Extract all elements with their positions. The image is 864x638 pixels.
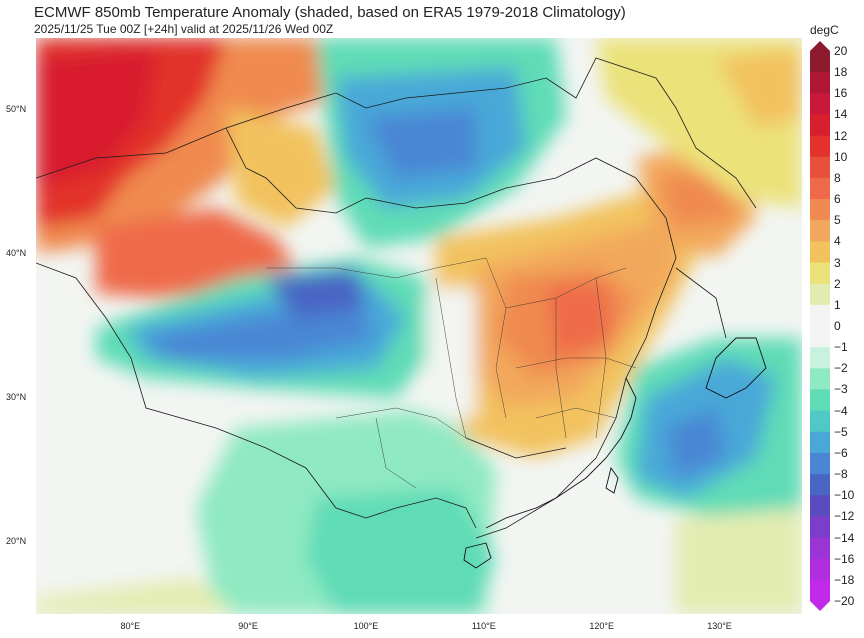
colorbar-segment (810, 220, 830, 242)
valid-time-subtitle: 2025/11/25 Tue 00Z [+24h] valid at 2025/… (34, 22, 334, 36)
colorbar-tick-label: 18 (834, 65, 848, 80)
colorbar-segment (810, 537, 830, 560)
colorbar-tick-label: 12 (834, 128, 848, 143)
lat-label-30: 30°N (6, 392, 27, 402)
colorbar-tick-label: −5 (834, 424, 848, 439)
lon-label-100: 100°E (353, 621, 379, 631)
colorbar-segment (810, 368, 830, 390)
colorbar-segment (810, 304, 830, 327)
colorbar-segment (810, 114, 830, 137)
colorbar-tick-label: 14 (834, 107, 848, 122)
lat-label-50: 50°N (6, 104, 27, 114)
temperature-anomaly-map (36, 38, 802, 614)
colorbar (810, 41, 830, 611)
colorbar-segment (810, 326, 830, 348)
colorbar-tick-label: −12 (834, 509, 855, 524)
colorbar-segment (810, 410, 830, 433)
colorbar-segment (810, 579, 830, 602)
colorbar-segment (810, 389, 830, 412)
colorbar-tick-label: 10 (834, 149, 848, 164)
colorbar-segment (810, 347, 830, 369)
colorbar-segment (810, 474, 830, 496)
colorbar-top-extend (810, 41, 830, 51)
colorbar-segment (810, 72, 830, 94)
colorbar-tick-label: −10 (834, 488, 855, 503)
colorbar-segment (810, 262, 830, 285)
colorbar-tick-label: 6 (834, 192, 841, 207)
coastline (463, 337, 767, 569)
colorbar-tick-label: 0 (834, 319, 841, 333)
colorbar-tick-label: 3 (834, 255, 841, 270)
colorbar-segment (810, 283, 830, 306)
lat-label-40: 40°N (6, 248, 27, 258)
colorbar-tick-label: −20 (834, 594, 855, 608)
colorbar-tick-label: 4 (834, 234, 841, 249)
colorbar-segment (810, 51, 830, 73)
anomaly-field-svg (36, 38, 802, 614)
lon-label-120: 120°E (589, 621, 614, 631)
colorbar-tick-label: −3 (834, 382, 848, 397)
colorbar-segment (810, 431, 830, 454)
colorbar-segment (810, 241, 830, 264)
colorbar-tick-label: −8 (834, 467, 848, 482)
colorbar-segment (810, 135, 830, 158)
colorbar-tick-label: −6 (834, 445, 848, 460)
colorbar-unit: degC (810, 23, 839, 37)
colorbar-tick-label: −18 (834, 572, 855, 587)
lon-label-80: 80°E (120, 621, 141, 631)
colorbar-segment (810, 516, 830, 539)
lon-label-110: 110°E (471, 621, 496, 631)
colorbar-segment (810, 558, 830, 581)
colorbar-tick-label: 5 (834, 213, 841, 228)
colorbar-tick-label: 16 (834, 86, 848, 101)
colorbar-tick-label: 1 (834, 297, 841, 312)
colorbar-segment (810, 156, 830, 179)
colorbar-segment (810, 177, 830, 200)
colorbar-segment (810, 452, 830, 475)
lon-label-90: 90°E (238, 621, 258, 631)
anomaly-shading (36, 38, 802, 614)
colorbar-tick-label: 20 (834, 44, 848, 58)
colorbar-segment (810, 495, 830, 517)
province-borders (266, 257, 637, 489)
colorbar-tick-label: 8 (834, 170, 841, 185)
colorbar-tick-label: −1 (834, 340, 848, 355)
colorbar-segment (810, 199, 830, 221)
colorbar-tick-label: −14 (834, 530, 855, 545)
colorbar-tick-label: −2 (834, 361, 848, 376)
colorbar-segment (810, 93, 830, 115)
colorbar-bottom-extend (810, 601, 830, 611)
map-title: ECMWF 850mb Temperature Anomaly (shaded,… (34, 4, 626, 21)
lon-label-130: 130°E (707, 621, 732, 631)
colorbar-tick-label: 2 (834, 276, 841, 291)
colorbar-tick-label: −16 (834, 551, 855, 566)
lat-label-20: 20°N (6, 536, 27, 546)
colorbar-tick-label: −4 (834, 403, 848, 418)
